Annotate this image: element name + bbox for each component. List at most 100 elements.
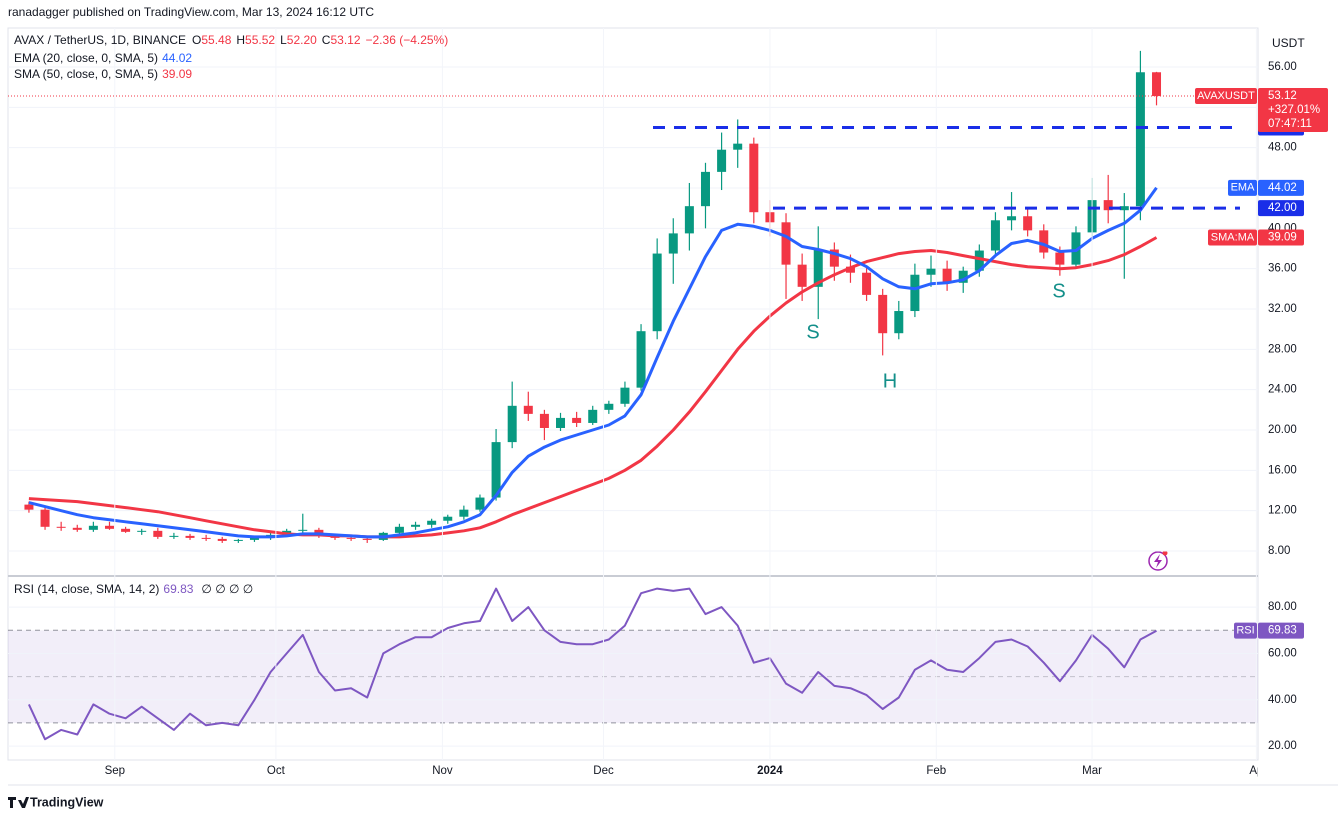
rsi-legend-value: 69.83 [163,582,193,596]
legend-symbol: AVAX / TetherUS, 1D, BINANCE [14,33,186,47]
candle-body [926,268,936,275]
candle-body [362,538,372,540]
candle-body [604,403,614,410]
candle-body [249,537,259,540]
x-tick-label: Sep [105,765,125,777]
candle-body [169,535,179,537]
candle-body [749,143,759,213]
candle-body [990,220,1000,251]
ema-tag-name: EMA [1231,182,1256,194]
price-pane [8,50,1258,552]
rsi-name-tag [1234,622,1257,639]
candle-body [121,528,131,532]
plot-frame [7,27,1259,761]
x-tick-label: Nov [432,765,453,777]
candle-body [459,509,469,517]
currency: USDT [1272,36,1305,50]
candle-body [1039,230,1049,253]
candle-body [700,171,710,207]
y-tick-label: 16.00 [1268,464,1297,476]
y-tick-label: 24.00 [1268,384,1297,396]
candle-body [1135,72,1145,207]
x-tick-label: Feb [926,765,946,777]
candle-body [845,266,855,273]
rsi-tag-value: 69.83 [1268,625,1297,637]
candle-body [298,529,308,531]
candle-body [233,539,243,541]
sma-line [28,236,1158,539]
legend-ohlc-key: C [322,33,331,47]
candle-body [878,294,888,334]
candle-body [813,249,823,287]
y-tick-label: 8.00 [1268,545,1290,557]
candle-body [781,222,791,265]
candle-body [411,524,421,527]
price-name: AVAXUSDT [1197,90,1255,102]
candle-body [974,250,984,271]
rsi-tick-label: 60.00 [1268,647,1297,659]
time-axis: Sep Oct Nov Dec 2024 Feb Mar Ap [105,765,1263,777]
candle-body [24,504,34,510]
y-tick-label: 32.00 [1268,303,1297,315]
rsi-tick-label: 80.00 [1268,601,1297,613]
sma-legend-value: 39.09 [162,67,192,81]
candle-body [668,233,678,254]
level-tag [1258,200,1304,217]
candle-body [894,311,904,334]
sma-legend-name: SMA (50, close, 0, SMA, 5) [14,67,158,81]
x-tick-label: Ap [1249,765,1263,777]
sma-name-tag [1208,229,1257,246]
candle-body [185,535,195,538]
sma-tag-name: SMA:MA [1211,231,1255,243]
x-tick-label: Dec [593,765,614,777]
ema-legend-value: 44.02 [162,51,192,65]
rsi-line [27,587,1157,741]
x-tick-label: Oct [267,765,286,777]
candle-body [652,253,662,332]
y-tick-label: 28.00 [1268,343,1297,355]
candle-body [1007,216,1017,221]
legend-ohlc-key: L [280,33,287,47]
candle-body [910,274,920,312]
ema-name-tag [1228,179,1257,196]
candle-body [1023,216,1033,231]
legend-ohlc-value: 55.48 [201,33,231,47]
candle-body [394,526,404,533]
candle-body [829,249,839,267]
ema-tag-value: 44.02 [1268,182,1297,194]
price-tag [1258,88,1328,133]
candle-body [717,149,727,172]
candle-body [153,530,163,537]
candle-body [137,530,147,532]
y-tick-label: 12.00 [1268,505,1297,517]
rsi-value-tag [1258,622,1304,639]
level-label: 42.00 [1268,202,1297,214]
candle-body [862,272,872,295]
candle-body [217,538,227,541]
candle-body [1071,232,1081,265]
legend-ohlc-value: 52.20 [287,33,317,47]
candle-body [1055,252,1065,265]
y-tick-label: 56.00 [1268,61,1297,73]
ema-value-tag [1258,179,1304,196]
candle-body [684,206,694,234]
candle-body [1119,206,1129,211]
candle-body [507,405,517,443]
candle-body [40,509,50,527]
y-tick-label: 36.00 [1268,263,1297,275]
legend-change: −2.36 (−4.25%) [366,33,449,47]
legend-ohlc-value: 53.12 [330,33,360,47]
rsi-legend-extras: ∅ ∅ ∅ ∅ [201,582,253,596]
pattern-label: S [1052,280,1065,302]
legend-ohlc-value: 55.52 [245,33,275,47]
candle-body [475,497,485,510]
ema-legend-name: EMA (20, close, 0, SMA, 5) [14,51,158,65]
rsi-band-fill [8,630,1258,723]
price-value: 53.12 [1268,90,1297,102]
candle-body [942,268,952,283]
candle-body [104,525,114,529]
brand-name: TradingView [30,795,104,809]
y-tick-label: 48.00 [1268,142,1297,154]
